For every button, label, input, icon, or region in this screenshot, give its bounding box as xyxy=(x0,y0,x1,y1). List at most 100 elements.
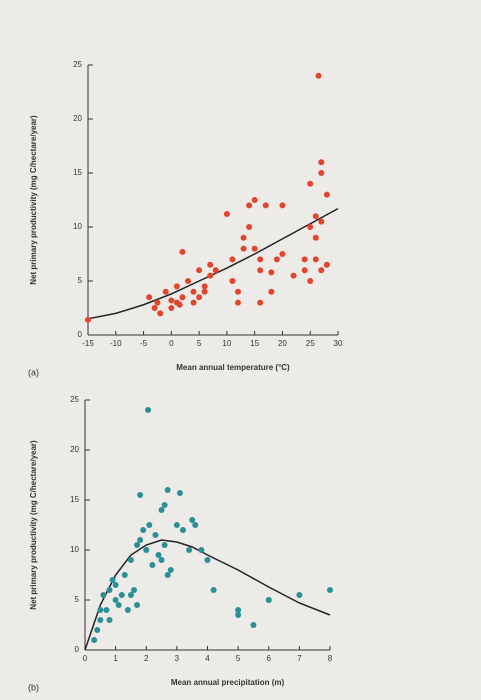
data-point xyxy=(176,490,183,496)
x-tick-label: -5 xyxy=(140,339,148,348)
x-tick-label: 20 xyxy=(278,339,287,348)
x-axis-title: Mean annual precipitation (m) xyxy=(171,678,285,687)
panel-label: (b) xyxy=(28,682,39,692)
data-point xyxy=(173,283,180,290)
y-tick-label: 15 xyxy=(73,168,82,177)
x-tick-label: 2 xyxy=(144,654,149,663)
data-point xyxy=(179,294,186,301)
x-tick-label: 0 xyxy=(169,339,174,348)
x-tick-label: 7 xyxy=(297,654,302,663)
data-point xyxy=(279,202,286,209)
data-point xyxy=(91,637,98,643)
x-tick-label: -10 xyxy=(110,339,122,348)
x-axis-title: Mean annual temperature (°C) xyxy=(176,363,290,372)
data-point xyxy=(103,607,110,613)
data-point xyxy=(318,267,325,274)
data-point xyxy=(323,191,330,198)
data-point xyxy=(164,572,171,578)
data-point xyxy=(307,278,314,284)
data-point xyxy=(201,283,208,290)
y-tick-label: 20 xyxy=(73,114,82,123)
data-point xyxy=(240,234,247,241)
data-point xyxy=(127,592,134,598)
data-point xyxy=(257,267,264,274)
data-point xyxy=(268,269,275,276)
data-point xyxy=(312,256,319,263)
data-point xyxy=(115,602,122,608)
x-tick-label: 6 xyxy=(267,654,272,663)
data-point xyxy=(152,532,159,538)
x-tick-label: -15 xyxy=(82,339,94,348)
data-point xyxy=(154,299,161,306)
data-point xyxy=(196,294,203,301)
data-point xyxy=(279,251,286,257)
data-point xyxy=(146,522,153,528)
data-point xyxy=(246,224,253,230)
data-point xyxy=(290,272,297,279)
data-point xyxy=(235,612,242,618)
y-tick-label: 5 xyxy=(75,595,80,604)
data-point xyxy=(124,607,131,613)
data-point xyxy=(223,211,230,218)
data-point xyxy=(257,256,264,263)
data-point xyxy=(301,256,308,263)
data-point xyxy=(265,597,272,603)
data-point xyxy=(118,592,125,598)
y-tick-label: 20 xyxy=(70,445,79,454)
y-axis-title: Net primary productivity (mg C/hectare/y… xyxy=(29,440,38,610)
data-point xyxy=(196,267,203,274)
data-point xyxy=(190,299,197,306)
data-point xyxy=(112,582,119,588)
data-point xyxy=(318,218,325,225)
x-tick-label: 3 xyxy=(175,654,180,663)
data-point xyxy=(186,547,193,553)
y-tick-label: 5 xyxy=(78,276,83,285)
data-point xyxy=(198,547,205,553)
x-tick-label: 8 xyxy=(328,654,333,663)
data-point xyxy=(157,310,164,317)
data-point xyxy=(327,587,333,593)
y-tick-label: 25 xyxy=(70,395,79,404)
y-tick-label: 10 xyxy=(70,545,79,554)
trend-line xyxy=(84,539,331,651)
data-point xyxy=(251,245,258,252)
x-tick-label: 1 xyxy=(113,654,118,663)
data-point xyxy=(85,316,91,323)
data-point xyxy=(112,597,119,603)
data-point xyxy=(190,288,197,295)
data-point xyxy=(134,602,141,608)
data-point xyxy=(151,305,158,311)
data-point xyxy=(176,301,183,308)
data-point xyxy=(257,299,264,306)
data-point xyxy=(212,267,219,274)
data-point xyxy=(235,288,241,295)
data-point xyxy=(229,278,236,284)
data-point xyxy=(137,492,144,498)
data-point xyxy=(106,587,113,593)
data-point xyxy=(235,607,242,613)
data-point xyxy=(301,267,308,274)
data-point xyxy=(158,557,165,563)
data-point xyxy=(179,248,186,255)
data-point xyxy=(140,527,147,533)
data-point xyxy=(100,592,107,598)
data-point xyxy=(318,159,325,166)
data-point xyxy=(97,617,104,623)
data-point xyxy=(168,297,175,304)
data-point xyxy=(312,213,319,220)
x-tick-label: 4 xyxy=(205,654,210,663)
x-tick-label: 15 xyxy=(250,339,259,348)
data-point xyxy=(250,622,257,628)
data-point xyxy=(210,587,217,593)
data-point xyxy=(312,234,319,241)
data-point xyxy=(189,517,196,523)
data-point xyxy=(262,202,269,209)
data-point xyxy=(167,567,174,573)
y-tick-label: 10 xyxy=(73,222,82,231)
data-point xyxy=(204,557,211,563)
y-tick-label: 15 xyxy=(70,495,79,504)
data-point xyxy=(323,261,330,268)
data-point xyxy=(161,502,168,508)
